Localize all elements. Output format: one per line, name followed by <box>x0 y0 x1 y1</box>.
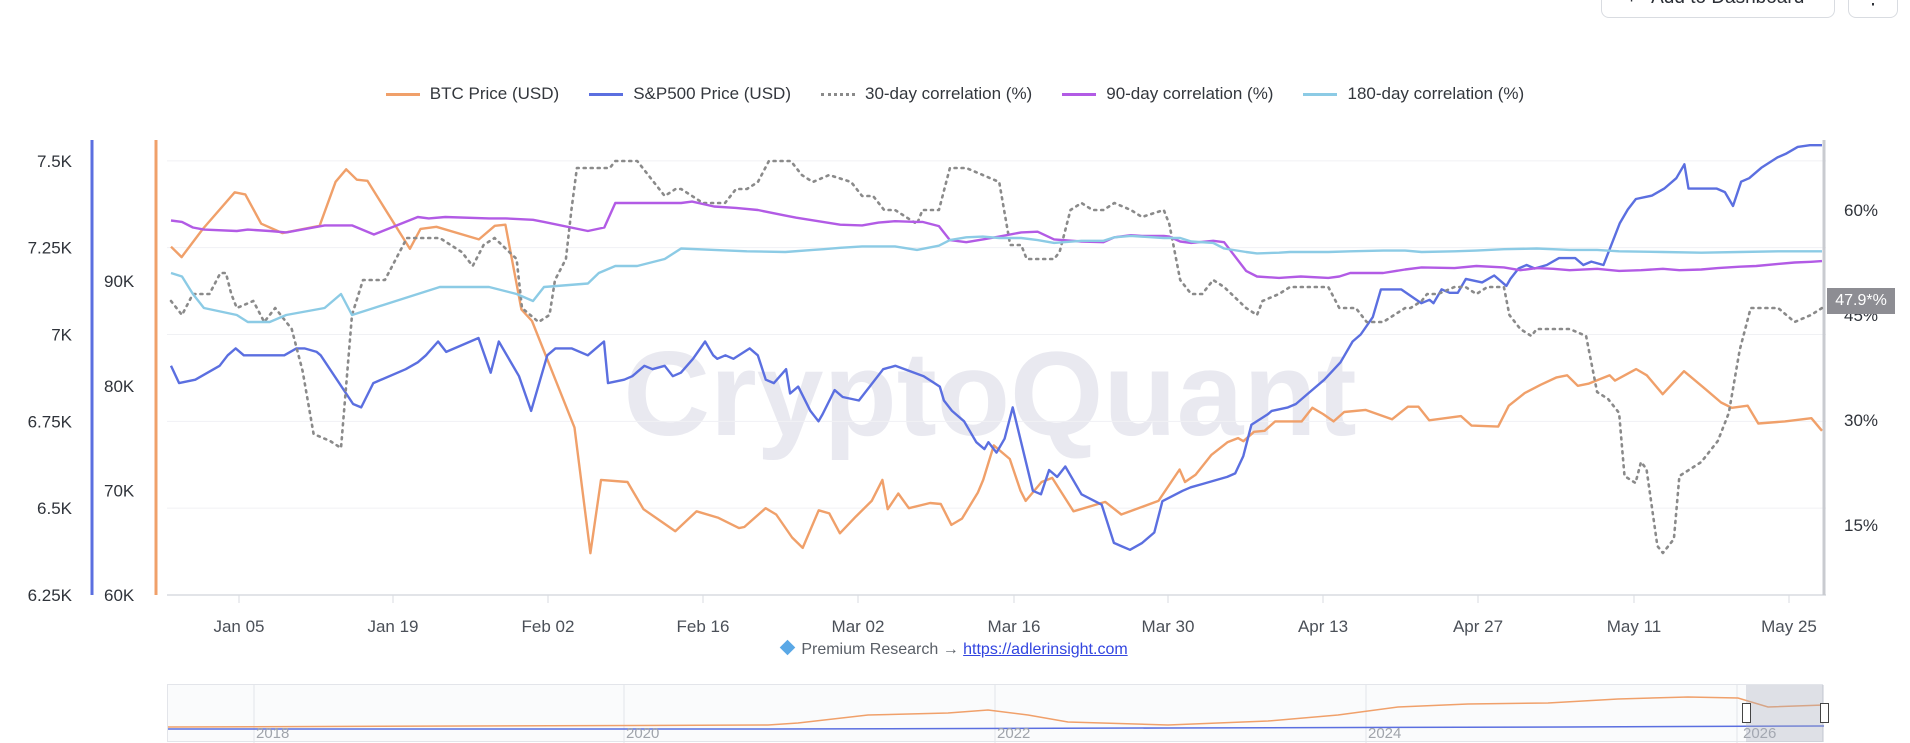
legend-item-btc[interactable]: BTC Price (USD) <box>385 84 560 104</box>
more-icon: ⋮ <box>1864 0 1883 10</box>
current-correlation-badge: 47.9*% <box>1827 288 1895 314</box>
legend-swatch <box>385 92 420 96</box>
legend-label: BTC Price (USD) <box>429 84 560 103</box>
sp500-tick-label: 7.25K <box>28 239 73 258</box>
navigator-selection[interactable] <box>1746 685 1824 742</box>
research-link[interactable]: https://adlerinsight.com <box>963 641 1128 658</box>
legend-label: 30-day correlation (%) <box>864 84 1033 103</box>
legend-swatch <box>820 92 855 96</box>
diamond-icon <box>780 639 796 656</box>
navigator-right-handle[interactable] <box>1820 703 1829 723</box>
btc-tick-label: 80K <box>104 377 135 396</box>
navigator-left-handle[interactable] <box>1742 703 1751 723</box>
legend-item-corr90[interactable]: 90-day correlation (%) <box>1062 84 1273 104</box>
plus-icon: + <box>1626 0 1637 9</box>
legend-item-corr30[interactable]: 30-day correlation (%) <box>820 84 1033 104</box>
sp500-tick-label: 6.25K <box>28 586 73 605</box>
navigator-year-label: 2026 <box>1743 725 1777 742</box>
legend-item-sp500[interactable]: S&P500 Price (USD) <box>589 84 791 104</box>
navigator-sp500-line <box>168 725 1824 730</box>
sp500-tick-label: 7K <box>51 326 72 345</box>
btc-tick-label: 70K <box>104 481 135 500</box>
series-line-0 <box>170 168 1823 555</box>
sp500-tick-label: 6.5K <box>37 499 73 518</box>
x-tick-label: Apr 27 <box>1453 617 1503 636</box>
sp500-tick-label: 6.75K <box>28 412 73 431</box>
footer-research: Premium Research → https://adlerinsight.… <box>0 639 1910 659</box>
more-options-button[interactable]: ⋮ <box>1848 0 1898 18</box>
x-tick-label: Mar 16 <box>988 617 1041 636</box>
navigator-year-label: 2024 <box>1368 725 1402 742</box>
correlation-tick-label: 15% <box>1844 516 1878 535</box>
series-line-3 <box>170 200 1823 280</box>
range-navigator[interactable]: 2018 2020 2022 2024 2026 <box>167 684 1829 743</box>
x-tick-label: Apr 13 <box>1298 617 1348 636</box>
x-tick-label: May 11 <box>1607 617 1662 636</box>
x-tick-label: Feb 16 <box>677 617 730 636</box>
footer-text: Premium Research → <box>801 641 959 658</box>
correlation-tick-label: 60% <box>1844 201 1878 220</box>
add-to-dashboard-label: Add to Dashboard <box>1651 0 1804 9</box>
legend-label: 90-day correlation (%) <box>1106 84 1274 103</box>
btc-tick-label: 60K <box>104 586 135 605</box>
legend-item-corr180[interactable]: 180-day correlation (%) <box>1303 84 1524 104</box>
navigator-mini-chart <box>168 685 1824 743</box>
add-to-dashboard-button[interactable]: + Add to Dashboard <box>1601 0 1835 18</box>
legend-swatch <box>589 92 624 96</box>
series-line-4 <box>170 234 1822 324</box>
x-tick-label: Mar 30 <box>1142 617 1195 636</box>
x-tick-label: Jan 19 <box>367 617 418 636</box>
series-line-1 <box>169 144 1822 551</box>
x-tick-label: Mar 02 <box>832 617 885 636</box>
legend-label: 180-day correlation (%) <box>1347 84 1525 103</box>
navigator-btc-line <box>168 696 1824 728</box>
legend-swatch <box>1303 92 1338 96</box>
correlation-tick-label: 30% <box>1844 411 1878 430</box>
navigator-year-label: 2022 <box>997 725 1031 742</box>
chart-legend: BTC Price (USD) S&P500 Price (USD) 30-da… <box>0 80 1910 108</box>
navigator-year-label: 2020 <box>626 725 660 742</box>
legend-swatch <box>1062 92 1097 96</box>
x-tick-label: Feb 02 <box>522 617 575 636</box>
btc-tick-label: 90K <box>104 272 135 291</box>
x-tick-label: May 25 <box>1761 617 1817 636</box>
x-tick-label: Jan 05 <box>213 617 264 636</box>
legend-label: S&P500 Price (USD) <box>633 84 791 103</box>
sp500-tick-label: 7.5K <box>37 152 73 171</box>
navigator-year-label: 2018 <box>256 725 290 742</box>
